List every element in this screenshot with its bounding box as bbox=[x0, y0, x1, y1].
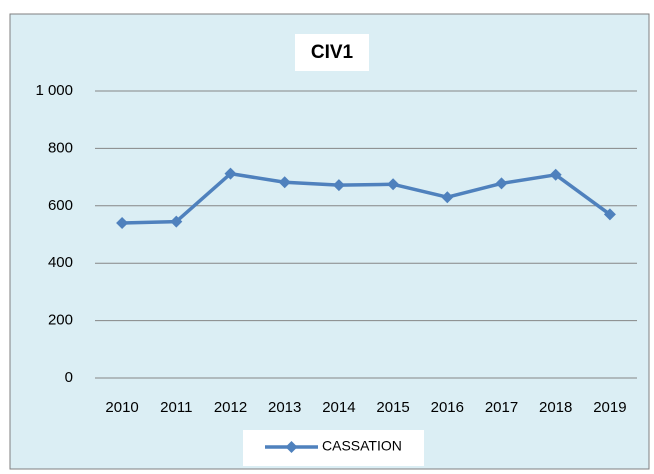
y-tick-label: 200 bbox=[48, 312, 73, 329]
data-point bbox=[170, 215, 183, 228]
legend-label: CASSATION bbox=[322, 438, 402, 454]
chart-title: CIV1 bbox=[311, 42, 354, 63]
y-tick-label: 400 bbox=[48, 254, 73, 271]
data-point bbox=[441, 191, 454, 204]
x-tick-label: 2012 bbox=[214, 399, 247, 416]
x-tick-label: 2014 bbox=[322, 399, 355, 416]
y-tick-label: 1 000 bbox=[35, 82, 73, 99]
data-point bbox=[332, 179, 345, 192]
x-tick-label: 2017 bbox=[485, 399, 518, 416]
chart-area bbox=[9, 13, 650, 470]
x-tick-label: 2013 bbox=[268, 399, 301, 416]
legend-marker bbox=[285, 441, 298, 453]
x-tick-label: 2010 bbox=[105, 399, 138, 416]
data-point bbox=[224, 167, 237, 180]
data-point bbox=[549, 168, 562, 181]
y-tick-label: 800 bbox=[48, 139, 73, 156]
data-point bbox=[278, 176, 291, 189]
series-line bbox=[122, 171, 611, 225]
x-tick-label: 2011 bbox=[160, 399, 192, 416]
data-point bbox=[495, 177, 508, 190]
y-tick-label: 0 bbox=[65, 369, 73, 386]
data-point bbox=[116, 217, 129, 230]
x-tick-label: 2019 bbox=[593, 399, 626, 416]
x-tick-label: 2018 bbox=[539, 399, 572, 416]
x-tick-label: 2015 bbox=[376, 399, 409, 416]
data-point bbox=[387, 178, 400, 191]
data-point bbox=[603, 208, 616, 221]
x-tick-label: 2016 bbox=[431, 399, 464, 416]
y-tick-label: 600 bbox=[48, 197, 73, 214]
title-box bbox=[295, 34, 369, 71]
